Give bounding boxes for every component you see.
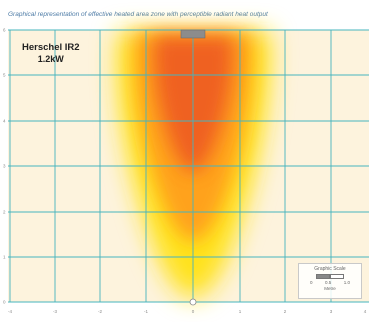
heater-unit-icon <box>180 29 206 39</box>
y-tick-label: 4 <box>3 119 6 124</box>
x-tick-label: -4 <box>8 309 12 314</box>
x-tick-label: -2 <box>98 309 102 314</box>
grid-lines <box>8 29 369 303</box>
scale-bar-segment <box>316 274 330 279</box>
scale-bar-segment <box>330 274 344 279</box>
scale-tick: 0.5 <box>324 280 332 285</box>
scale-tick: 1.0 <box>343 280 350 285</box>
y-tick-label: 5 <box>3 73 6 78</box>
y-tick-label: 3 <box>3 164 6 169</box>
x-tick-label: 3 <box>330 309 333 314</box>
y-tick-label: 0 <box>3 300 6 305</box>
scale-bar <box>299 274 361 279</box>
heat-zone-core <box>154 36 233 173</box>
x-tick-label: 1 <box>239 309 242 314</box>
x-tick-labels: -4 -3 -2 -1 0 1 2 3 4 <box>8 309 367 314</box>
y-tick-label: 2 <box>3 210 6 215</box>
x-tick-label: -3 <box>53 309 57 314</box>
heater-power: 1.2kW <box>37 54 64 64</box>
x-tick-label: 4 <box>364 309 367 314</box>
heater-label: Herschel IR2 1.2kW <box>22 42 80 64</box>
heater-name: Herschel IR2 <box>22 42 80 53</box>
chart-caption: Graphical representation of effective he… <box>8 11 268 18</box>
y-tick-labels: 0 1 2 3 4 5 6 <box>3 28 6 305</box>
scale-tick: 0 <box>310 280 313 285</box>
origin-marker-icon <box>189 298 197 306</box>
x-tick-label: 0 <box>192 309 195 314</box>
scale-unit: Metre <box>324 286 336 291</box>
graphic-scale: Graphic Scale 0 0.5 1.0 Metre <box>298 263 362 299</box>
scale-ticks: 0 0.5 1.0 <box>310 280 350 285</box>
x-tick-label: -1 <box>144 309 148 314</box>
y-tick-label: 6 <box>3 28 6 33</box>
x-tick-label: 2 <box>284 309 287 314</box>
scale-title: Graphic Scale <box>314 266 346 272</box>
y-tick-label: 1 <box>3 255 6 260</box>
